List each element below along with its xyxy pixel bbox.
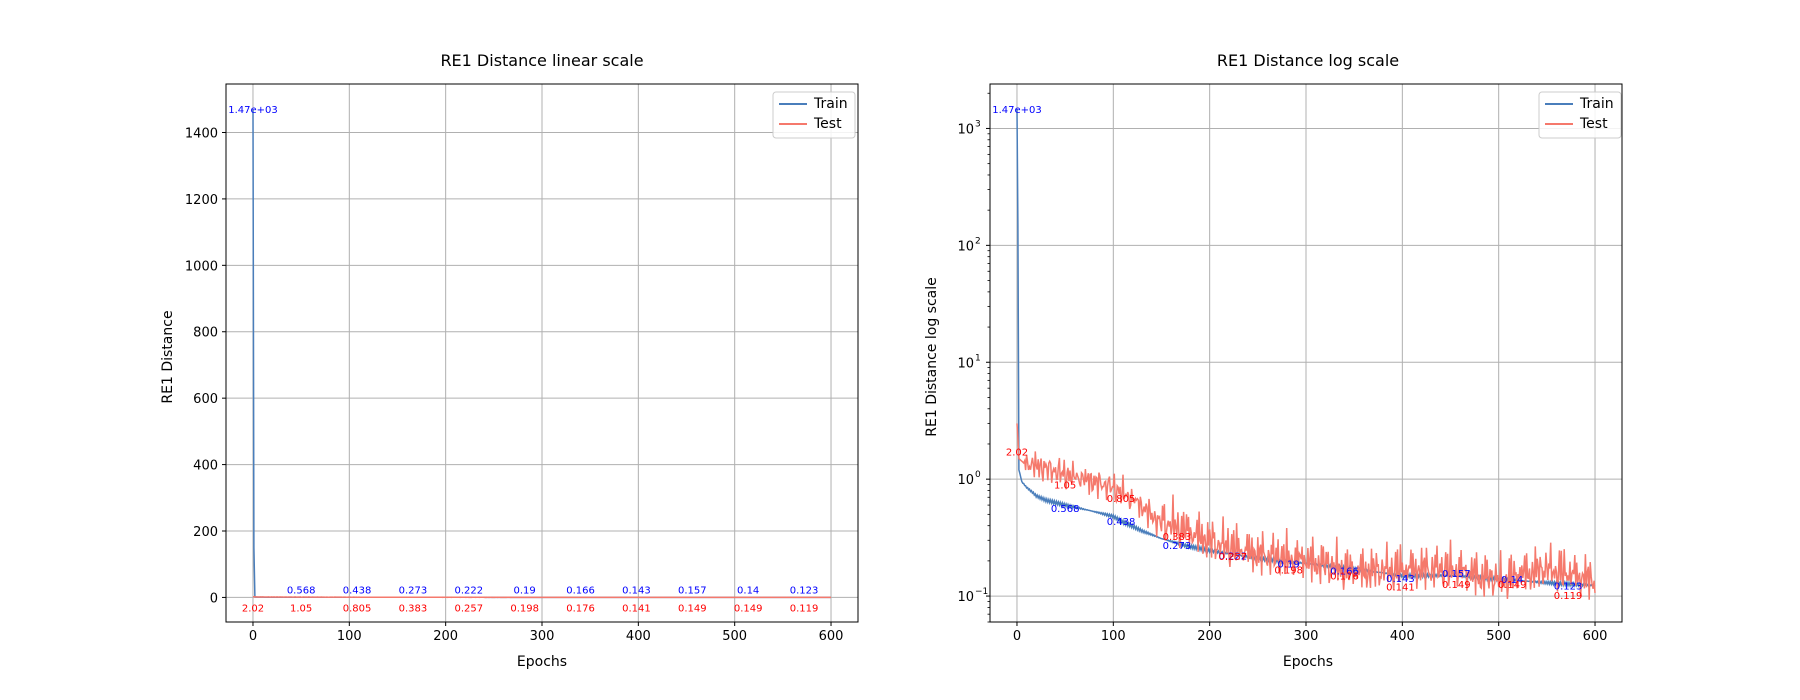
train-value-label: 0.143 xyxy=(622,585,651,596)
x-tick-label: 0 xyxy=(1013,629,1021,644)
test-value-label: 0.149 xyxy=(678,603,707,614)
y-tick-label: 400 xyxy=(193,459,218,474)
test-value-label: 0.257 xyxy=(454,603,483,614)
test-value-label: 0.805 xyxy=(343,603,372,614)
y-tick-label: 800 xyxy=(193,326,218,341)
train-value-label: 0.19 xyxy=(514,585,536,596)
train-value-label: 0.438 xyxy=(1107,517,1136,528)
x-axis-label: Epochs xyxy=(1283,654,1333,670)
x-tick-label: 500 xyxy=(722,629,747,644)
chart-title: RE1 Distance linear scale xyxy=(440,51,643,70)
test-value-label: 0.141 xyxy=(1386,583,1415,594)
y-tick-exponent: −1 xyxy=(975,587,988,597)
legend: Train Test xyxy=(772,91,856,139)
test-value-label: 0.149 xyxy=(1442,580,1471,591)
plot-area: 1.47e+030.5680.4380.2730.2220.190.1660.1… xyxy=(957,83,1623,644)
x-tick-label: 0 xyxy=(249,629,257,644)
train-value-label: 0.222 xyxy=(454,585,483,596)
test-value-label: 1.05 xyxy=(290,603,312,614)
y-tick-label: 200 xyxy=(193,525,218,540)
series-line-test xyxy=(253,596,831,599)
train-value-label: 1.47e+03 xyxy=(992,105,1042,116)
test-value-label: 0.805 xyxy=(1107,494,1136,505)
train-value-label: 0.157 xyxy=(678,585,707,596)
test-value-label: 0.198 xyxy=(1274,565,1303,576)
train-value-label: 0.19 xyxy=(1278,559,1300,570)
test-value-label: 0.149 xyxy=(1498,580,1527,591)
series-line-test xyxy=(1016,423,1596,600)
train-value-label: 0.438 xyxy=(343,585,372,596)
train-value-label: 0.273 xyxy=(399,585,428,596)
y-tick-label: 10 xyxy=(957,356,974,371)
y-tick-label: 1200 xyxy=(185,193,218,208)
test-value-label: 0.383 xyxy=(399,603,428,614)
plot-area: 1.47e+03 0.568 0.438 0.273 0.222 0.19 0.166 0.1… xyxy=(185,83,859,644)
y-tick-label: 10 xyxy=(957,122,974,137)
chart-title: RE1 Distance log scale xyxy=(1217,51,1399,70)
train-value-label: 0.222 xyxy=(1218,552,1247,563)
test-value-label: 0.119 xyxy=(1554,591,1583,602)
train-value-label: 0.166 xyxy=(566,585,595,596)
test-value-label: 1.05 xyxy=(1054,481,1076,492)
test-value-label: 0.141 xyxy=(622,603,651,614)
legend-test-label: Test xyxy=(1579,116,1608,132)
train-value-label: 0.568 xyxy=(1051,504,1080,515)
train-value-label: 0.568 xyxy=(287,585,316,596)
y-tick-label: 0 xyxy=(210,591,218,606)
x-tick-label: 300 xyxy=(1294,629,1319,644)
y-tick-label: 10 xyxy=(957,590,974,605)
legend-train-label: Train xyxy=(1579,96,1614,112)
x-tick-label: 100 xyxy=(337,629,362,644)
x-tick-label: 600 xyxy=(819,629,844,644)
linear-scale-chart: RE1 Distance linear scale Epochs RE1 Dis… xyxy=(160,51,859,670)
train-value-label: 0.273 xyxy=(1163,541,1192,552)
y-tick-label: 600 xyxy=(193,392,218,407)
test-value-label: 0.383 xyxy=(1163,532,1192,543)
train-value-label: 0.166 xyxy=(1330,566,1359,577)
train-value-label: 0.157 xyxy=(1442,569,1471,580)
y-axis-label: RE1 Distance log scale xyxy=(924,277,940,436)
test-value-label: 0.198 xyxy=(510,603,539,614)
y-tick-exponent: 1 xyxy=(975,353,981,363)
y-tick-exponent: 0 xyxy=(975,470,981,480)
train-value-label: 1.47e+03 xyxy=(228,105,278,116)
y-axis-label: RE1 Distance xyxy=(160,310,176,403)
x-tick-label: 400 xyxy=(1390,629,1415,644)
test-value-label: 0.257 xyxy=(1218,552,1247,563)
test-value-label: 0.176 xyxy=(1330,571,1359,582)
test-value-label: 2.02 xyxy=(242,603,264,614)
legend-train-label: Train xyxy=(813,96,848,112)
train-value-label: 0.123 xyxy=(1554,582,1583,593)
legend-test-label: Test xyxy=(813,116,842,132)
test-value-label: 0.149 xyxy=(734,603,763,614)
train-value-label: 0.123 xyxy=(790,585,819,596)
y-tick-label: 10 xyxy=(957,239,974,254)
test-value-label: 2.02 xyxy=(1006,447,1028,458)
x-tick-label: 500 xyxy=(1486,629,1511,644)
x-tick-label: 200 xyxy=(433,629,458,644)
x-tick-label: 100 xyxy=(1101,629,1126,644)
legend: Train Test xyxy=(1538,91,1622,139)
train-value-label: 0.143 xyxy=(1386,574,1415,585)
train-value-label: 0.14 xyxy=(1501,575,1523,586)
x-tick-label: 400 xyxy=(626,629,651,644)
y-tick-label: 1400 xyxy=(185,126,218,141)
test-value-label: 0.176 xyxy=(566,603,595,614)
log-scale-chart: RE1 Distance log scale Epochs RE1 Distan… xyxy=(924,51,1623,670)
y-tick-exponent: 3 xyxy=(975,119,981,129)
x-axis-label: Epochs xyxy=(517,654,567,670)
x-tick-label: 600 xyxy=(1583,629,1608,644)
train-value-label: 0.14 xyxy=(737,585,759,596)
test-value-label: 0.119 xyxy=(790,603,819,614)
y-tick-label: 10 xyxy=(957,473,974,488)
x-tick-label: 200 xyxy=(1197,629,1222,644)
y-tick-label: 1000 xyxy=(185,259,218,274)
x-tick-label: 300 xyxy=(530,629,555,644)
y-tick-exponent: 2 xyxy=(975,236,981,246)
